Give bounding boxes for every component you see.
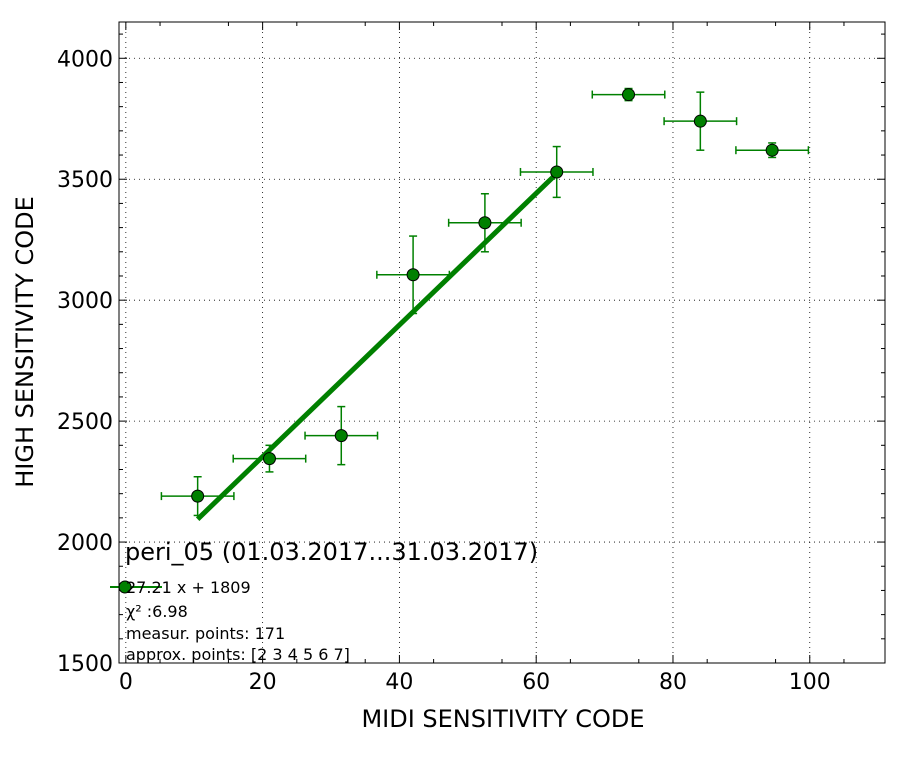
fit-line: [195, 171, 559, 521]
data-point: [693, 114, 707, 128]
data-point: [478, 216, 492, 230]
x-axis-label: MIDI SENSITIVITY CODE: [361, 705, 644, 733]
plot-frame: [118, 21, 886, 664]
y-tick-label: 2500: [57, 410, 113, 435]
y-axis-label: HIGH SENSITIVITY CODE: [11, 196, 39, 488]
tick-labels: 0 20 40 60 80 100 1500 2000 2500 3000 3500 4000: [57, 47, 831, 695]
x-tick-label: 0: [119, 670, 133, 695]
y-tick-label: 4000: [57, 47, 113, 72]
x-tick-label: 20: [249, 670, 277, 695]
data-point: [622, 88, 636, 102]
legend-chi-square: χ² :6.98: [126, 602, 188, 621]
legend-fit-equation: 27.21 x + 1809: [126, 578, 251, 597]
data-point: [550, 165, 564, 179]
x-tick-label: 40: [385, 670, 413, 695]
data-point: [765, 143, 779, 157]
ticks: [119, 22, 885, 664]
x-tick-label: 80: [659, 670, 687, 695]
chart-title: peri_05 (01.03.2017...31.03.2017): [125, 538, 538, 566]
y-tick-label: 2000: [57, 531, 113, 556]
grid: [119, 22, 885, 664]
legend-marker-sample: [118, 580, 132, 594]
legend-measured-points: measur. points: 171: [126, 624, 285, 643]
legend-approx-points: approx. points: [2 3 4 5 6 7]: [126, 645, 350, 664]
legend: 27.21 x + 1809 χ² :6.98 measur. points: …: [110, 578, 350, 664]
points-layer: [160, 87, 810, 517]
data-point: [334, 429, 348, 443]
data-point: [406, 268, 420, 282]
y-tick-label: 3000: [57, 289, 113, 314]
data-point: [191, 489, 205, 503]
x-tick-label: 100: [789, 670, 831, 695]
data-point: [262, 452, 276, 466]
y-tick-label: 3500: [57, 168, 113, 193]
fit-layer: [195, 171, 559, 521]
y-tick-label: 1500: [57, 652, 113, 677]
x-tick-label: 60: [522, 670, 550, 695]
